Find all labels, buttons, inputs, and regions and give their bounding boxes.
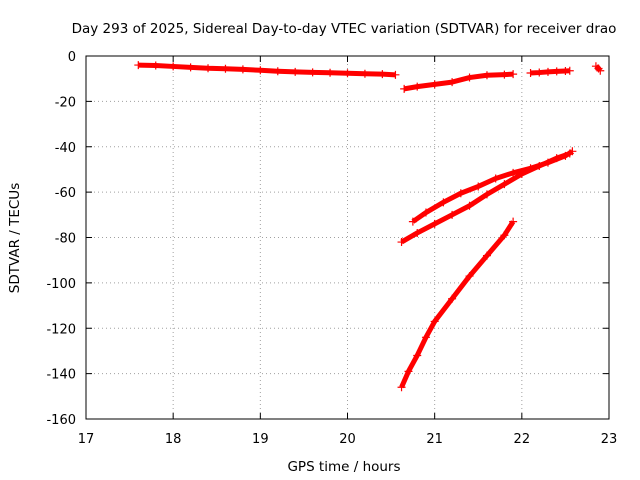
data-point xyxy=(509,217,518,226)
chart-title: Day 293 of 2025, Sidereal Day-to-day VTE… xyxy=(72,21,617,37)
data-point xyxy=(273,67,282,76)
series-trace xyxy=(399,220,516,389)
y-axis-label: SDTVAR / TECUs xyxy=(7,183,23,293)
x-axis-label: GPS time / hours xyxy=(287,459,400,475)
series-trace xyxy=(138,62,396,78)
y-tick-label: 0 xyxy=(68,50,76,65)
data-point xyxy=(308,68,317,77)
data-point xyxy=(526,164,535,173)
data-point xyxy=(561,151,570,160)
data-point xyxy=(204,64,213,73)
data-point xyxy=(465,201,474,210)
data-point xyxy=(565,66,574,75)
series-1 xyxy=(134,61,400,79)
data-point xyxy=(465,272,474,281)
data-point xyxy=(552,67,561,76)
data-point xyxy=(596,66,605,75)
y-tick-label: -140 xyxy=(46,368,76,383)
data-point xyxy=(134,61,143,70)
data-point xyxy=(421,333,430,342)
data-point xyxy=(413,351,422,360)
y-tick-label: -100 xyxy=(46,277,76,292)
y-tick-label: -160 xyxy=(46,413,76,428)
data-point xyxy=(448,78,457,87)
data-point xyxy=(500,180,509,189)
data-point xyxy=(421,208,430,217)
series-6 xyxy=(408,147,577,226)
data-point xyxy=(151,61,160,70)
x-tick-label: 19 xyxy=(252,432,269,447)
data-point xyxy=(397,383,406,392)
y-tick-label: -40 xyxy=(55,141,76,156)
data-point xyxy=(360,69,369,78)
y-tick-label: -80 xyxy=(55,232,76,247)
data-point xyxy=(482,190,491,199)
data-point xyxy=(169,62,178,71)
data-point xyxy=(439,198,448,207)
data-point xyxy=(221,64,230,73)
data-point xyxy=(430,80,439,89)
grid-lines xyxy=(86,56,609,419)
data-point xyxy=(397,238,406,247)
data-point xyxy=(400,84,409,93)
data-point xyxy=(326,68,335,77)
data-point xyxy=(509,70,518,79)
data-point xyxy=(343,69,352,78)
data-point xyxy=(543,158,552,167)
data-point xyxy=(482,71,491,80)
data-point xyxy=(482,251,491,260)
data-point xyxy=(456,189,465,198)
data-point xyxy=(526,69,535,78)
data-point xyxy=(535,68,544,77)
data-point xyxy=(543,67,552,76)
x-tick-label: 18 xyxy=(165,432,182,447)
data-point xyxy=(448,210,457,219)
x-tick-label: 22 xyxy=(514,432,531,447)
x-tick-label: 20 xyxy=(339,432,356,447)
data-point xyxy=(430,219,439,228)
data-point xyxy=(448,294,457,303)
series-trace xyxy=(400,151,571,245)
data-point xyxy=(491,174,500,183)
data-points xyxy=(134,61,605,392)
series-7 xyxy=(397,217,518,392)
data-point xyxy=(291,67,300,76)
data-point xyxy=(238,65,247,74)
data-point xyxy=(413,228,422,237)
data-point xyxy=(430,317,439,326)
data-point xyxy=(413,82,422,91)
series-2 xyxy=(400,70,518,93)
x-tick-label: 21 xyxy=(426,432,443,447)
data-point xyxy=(391,70,400,79)
data-point xyxy=(568,147,577,156)
data-point xyxy=(404,367,413,376)
axis-ticks: 17 18 19 20 21 22 23 0 -20 -40 -60 -80 -100 -120 -140 -… xyxy=(46,50,617,447)
y-tick-label: -120 xyxy=(46,322,76,337)
x-tick-label: 23 xyxy=(601,432,618,447)
data-point xyxy=(474,182,483,191)
data-point xyxy=(186,63,195,72)
y-tick-label: -60 xyxy=(55,186,76,201)
data-point xyxy=(509,168,518,177)
data-point xyxy=(465,73,474,82)
x-tick-label: 17 xyxy=(78,432,95,447)
series-4 xyxy=(591,62,605,75)
data-point xyxy=(500,70,509,79)
data-point xyxy=(500,231,509,240)
data-point xyxy=(408,217,417,226)
y-tick-label: -20 xyxy=(55,95,76,110)
data-point xyxy=(256,66,265,75)
series-3 xyxy=(526,66,574,78)
data-point xyxy=(378,70,387,79)
